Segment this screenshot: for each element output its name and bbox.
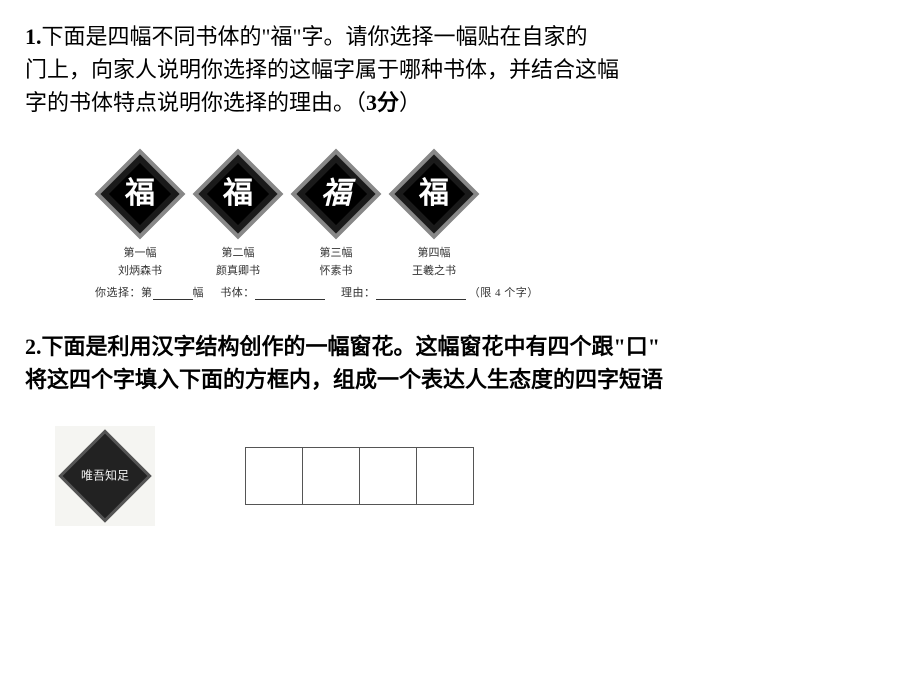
q1-line3b: ） [399, 90, 421, 115]
fu-char-4: 福 [419, 179, 449, 209]
fu-caption-1b: 刘炳森书 [118, 263, 162, 281]
q1-line3a: 字的书体特点说明你选择的理由。（ [25, 90, 366, 115]
fu-diamond-3: 福 [291, 149, 381, 239]
fu-char-3: 福 [321, 179, 351, 209]
q2-line2: 将这四个字填入下面的方框内，组成一个表达人生态度的四字短语 [25, 367, 663, 392]
fu-caption-4b: 王羲之书 [412, 263, 456, 281]
q2-line1: 下面是利用汉字结构创作的一幅窗花。这幅窗花中有四个跟"口" [42, 334, 660, 359]
answer-boxes [245, 447, 474, 505]
fu-item-3: 福 第三幅 怀素书 [291, 149, 381, 280]
q2-number: 2. [25, 334, 42, 359]
question-1-text: 1.下面是四幅不同书体的"福"字。请你选择一幅贴在自家的 门上，向家人说明你选择… [25, 20, 895, 119]
fu-caption-2a: 第二幅 [222, 245, 255, 263]
q2-images-row: 唯吾知足 [55, 426, 895, 526]
fu-caption-3b: 怀素书 [320, 263, 353, 281]
fu-diamond-4: 福 [389, 149, 479, 239]
sel-label3: 理由： [341, 287, 376, 299]
fu-caption-3a: 第三幅 [320, 245, 353, 263]
blank-1[interactable] [153, 287, 193, 300]
fu-item-1: 福 第一幅 刘炳森书 [95, 149, 185, 280]
window-flower-text: 唯吾知足 [80, 470, 130, 483]
fu-item-2: 福 第二幅 颜真卿书 [193, 149, 283, 280]
q1-points: 3分 [366, 90, 399, 115]
sel-prefix: 你选择：第 [95, 287, 153, 299]
window-flower: 唯吾知足 [55, 426, 155, 526]
fu-caption-4a: 第四幅 [418, 245, 451, 263]
q1-number: 1. [25, 24, 42, 49]
selection-line: 你选择：第 幅 书体： 理由： （限 4 个字） [95, 284, 895, 300]
answer-box-1[interactable] [246, 448, 303, 504]
question-2-text: 2.下面是利用汉字结构创作的一幅窗花。这幅窗花中有四个跟"口" 将这四个字填入下… [25, 330, 895, 396]
fu-diamond-1: 福 [95, 149, 185, 239]
q1-line2: 门上，向家人说明你选择的这幅字属于哪种书体，并结合这幅 [25, 57, 619, 82]
q1-line1: 下面是四幅不同书体的"福"字。请你选择一幅贴在自家的 [42, 24, 588, 49]
blank-2[interactable] [255, 287, 325, 300]
fu-item-4: 福 第四幅 王羲之书 [389, 149, 479, 280]
sel-label2: 书体： [220, 287, 255, 299]
blank-3[interactable] [376, 287, 466, 300]
answer-box-4[interactable] [417, 448, 473, 504]
answer-box-3[interactable] [360, 448, 417, 504]
fu-char-2: 福 [223, 179, 253, 209]
fu-images-row: 福 第一幅 刘炳森书 福 第二幅 颜真卿书 福 第三幅 怀素书 福 第四幅 王羲… [95, 149, 895, 280]
sel-mid1: 幅 [193, 287, 205, 299]
sel-suffix: （限 4 个字） [469, 287, 539, 299]
fu-caption-1a: 第一幅 [124, 245, 157, 263]
fu-diamond-2: 福 [193, 149, 283, 239]
fu-caption-2b: 颜真卿书 [216, 263, 260, 281]
answer-box-2[interactable] [303, 448, 360, 504]
fu-char-1: 福 [125, 179, 155, 209]
